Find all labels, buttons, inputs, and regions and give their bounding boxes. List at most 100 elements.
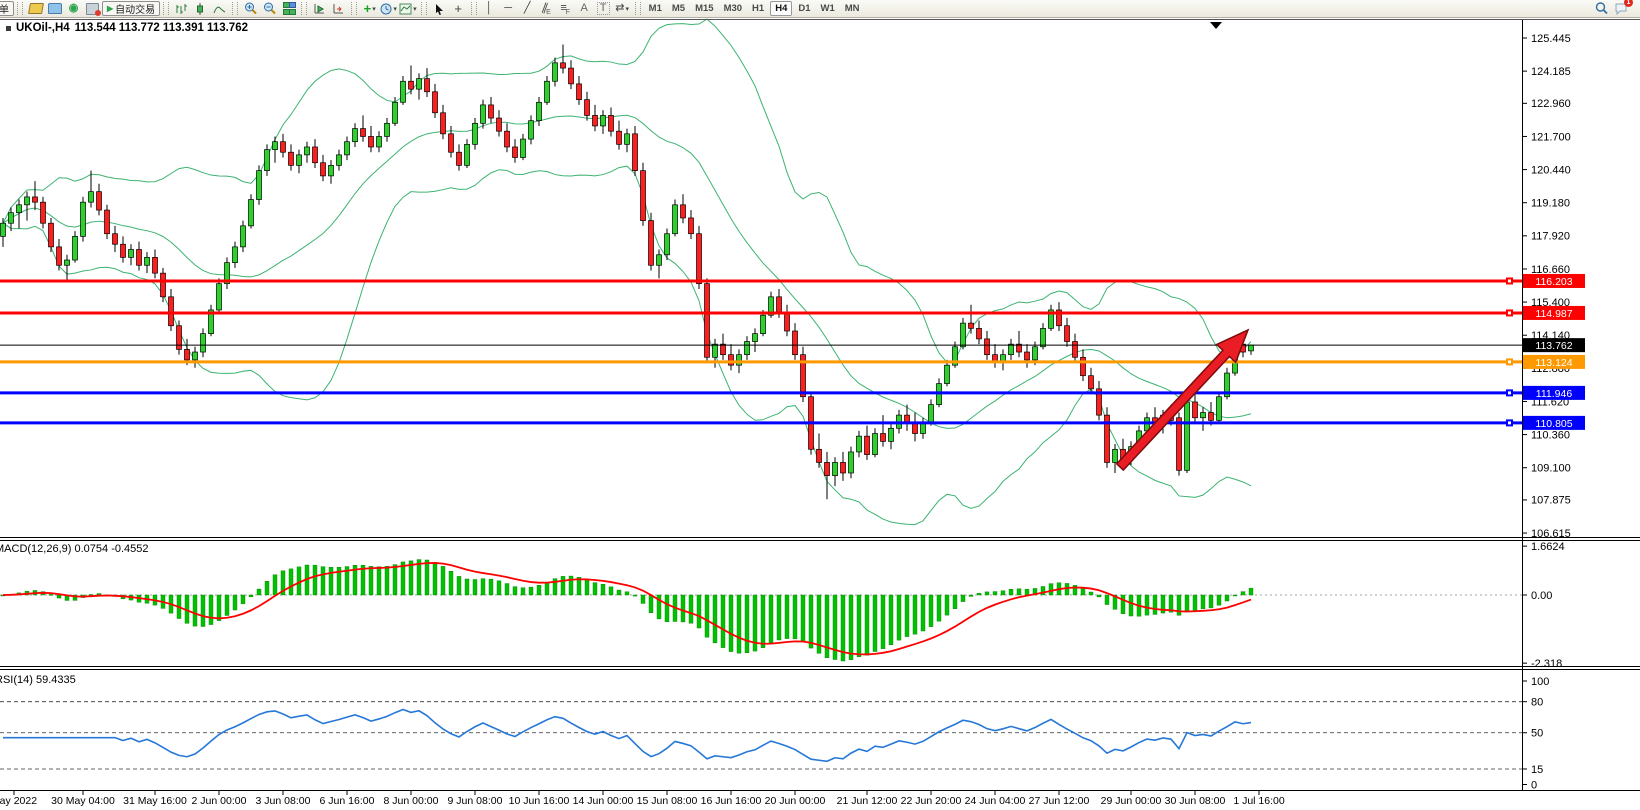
- tile-windows-icon: [283, 2, 297, 15]
- macd-histogram-bar: [1104, 594, 1110, 605]
- timeframe-h1-button[interactable]: H1: [752, 3, 765, 14]
- macd-histogram-bar: [1128, 594, 1134, 617]
- macd-histogram-bar: [840, 594, 846, 662]
- candle-down: [1056, 309, 1062, 327]
- chart-shift-button[interactable]: [330, 1, 347, 16]
- toolbar-grip[interactable]: [420, 2, 427, 15]
- macd-axis[interactable]: 1.6624 0.00 -2.318: [1522, 541, 1565, 670]
- macd-histogram-bar: [1016, 588, 1022, 596]
- macd-histogram-bar: [352, 565, 358, 596]
- timeframe-h4-button[interactable]: H4: [770, 1, 793, 16]
- crosshair-tool-button[interactable]: +: [450, 1, 467, 16]
- market-watch-icon: [27, 3, 44, 14]
- bar-chart-button[interactable]: [173, 1, 190, 16]
- price-badge-label: 114.987: [1535, 308, 1572, 320]
- macd-histogram-bar: [1008, 589, 1014, 596]
- macd-histogram-bar: [944, 594, 950, 616]
- macd-histogram-bar: [768, 594, 774, 644]
- macd-histogram-bar: [416, 559, 422, 596]
- timeframe-d1-button[interactable]: D1: [798, 3, 811, 14]
- timeframe-m30-button[interactable]: M30: [723, 3, 743, 14]
- cursor-tool-button[interactable]: [431, 1, 448, 16]
- chat-unread-badge: 1: [1624, 0, 1633, 7]
- candle-up: [1184, 401, 1190, 471]
- toolbar-grip[interactable]: [301, 2, 308, 15]
- candle-down: [912, 422, 918, 434]
- trend-arrow[interactable]: [1115, 328, 1250, 472]
- toolbar-grip[interactable]: [232, 2, 239, 15]
- timeframe-m15-button[interactable]: M15: [695, 3, 714, 14]
- fibonacci-tool-button[interactable]: ≡ F: [560, 2, 571, 17]
- time-axis-label: May 2022: [0, 795, 37, 807]
- auto-scroll-button[interactable]: [311, 1, 328, 16]
- macd-histogram-bar: [744, 594, 750, 653]
- time-axis[interactable]: May 2022 30 May 04:00 31 May 16:00 2 Jun 00…: [0, 791, 1285, 807]
- line-chart-button[interactable]: [211, 1, 228, 16]
- hline-tool-button[interactable]: ─: [500, 1, 517, 16]
- candle-up: [296, 154, 302, 166]
- macd-histogram-bar: [1024, 588, 1030, 596]
- vline-tool-button[interactable]: │: [481, 1, 498, 16]
- macd-histogram-bar: [888, 594, 894, 645]
- fibonacci-icon: ≡: [560, 2, 567, 14]
- market-watch-button[interactable]: [27, 1, 44, 16]
- text-tool-button[interactable]: A: [576, 1, 593, 16]
- templates-button[interactable]: ▾: [399, 1, 417, 16]
- candle-up: [192, 351, 198, 361]
- macd-histogram-bar: [912, 594, 918, 635]
- chevron-down-icon: ▾: [413, 5, 417, 13]
- candle-down: [40, 201, 46, 224]
- toolbar-grip[interactable]: [163, 2, 170, 15]
- candle-down: [456, 151, 462, 166]
- time-axis-label: 24 Jun 04:00: [965, 795, 1026, 807]
- macd-histogram-bar: [824, 594, 830, 658]
- new-order-button[interactable]: 单: [0, 1, 14, 16]
- toolbar-grip[interactable]: [634, 2, 641, 15]
- rsi-axis[interactable]: 100 80 50 15 0: [1522, 676, 1549, 792]
- macd-histogram-bar: [1120, 594, 1126, 615]
- channel-tool-button[interactable]: ∥ E: [539, 1, 551, 16]
- zoom-out-button[interactable]: [261, 1, 278, 16]
- chat-button[interactable]: 1: [1612, 0, 1633, 16]
- candle-down: [512, 146, 518, 158]
- chart-shift-marker[interactable]: [1210, 22, 1222, 29]
- trendline-tool-button[interactable]: ╱: [519, 1, 536, 16]
- macd-histogram-bar: [1040, 586, 1046, 596]
- panel-frames: [0, 19, 1640, 791]
- chevron-down-icon: ▾: [393, 5, 397, 13]
- rsi-axis-label: 80: [1531, 697, 1543, 709]
- macd-histogram-bar: [728, 594, 734, 652]
- candle-down: [824, 462, 830, 476]
- toolbar-grip[interactable]: [470, 2, 477, 15]
- indicators-button[interactable]: + ▾: [361, 1, 378, 16]
- periods-button[interactable]: ▾: [380, 1, 397, 16]
- macd-histogram-bar: [1240, 591, 1246, 596]
- candle-up: [736, 354, 742, 366]
- data-window-button[interactable]: [46, 1, 63, 16]
- timeframe-mn-button[interactable]: MN: [844, 3, 860, 14]
- macd-histogram-bar: [320, 566, 326, 596]
- autotrade-button[interactable]: ▶ 自动交易: [102, 1, 161, 16]
- candle-down: [32, 196, 38, 203]
- arrows-tool-button[interactable]: ⇄ ▾: [614, 1, 631, 16]
- macd-histogram-bar: [848, 594, 854, 660]
- terminal-button[interactable]: [84, 1, 101, 16]
- candle-up: [712, 343, 718, 358]
- timeframe-m1-button[interactable]: M1: [648, 3, 662, 14]
- toolbar-grip[interactable]: [17, 2, 23, 15]
- strategy-tester-button[interactable]: ◉: [65, 1, 82, 16]
- tile-windows-button[interactable]: [280, 1, 297, 16]
- candle-down: [880, 433, 886, 442]
- candle-down: [288, 151, 294, 166]
- toolbar-grip[interactable]: [351, 2, 358, 15]
- timeframe-m5-button[interactable]: M5: [671, 3, 686, 14]
- search-button[interactable]: [1593, 1, 1610, 16]
- candlestick-chart-button[interactable]: [192, 1, 209, 16]
- zoom-in-button[interactable]: [242, 1, 259, 16]
- signal-icon: ◉: [68, 2, 79, 14]
- text-label-tool-button[interactable]: T: [595, 1, 612, 16]
- time-axis-label: 22 Jun 20:00: [901, 795, 962, 807]
- timeframe-w1-button[interactable]: W1: [820, 3, 835, 14]
- main-toolbar: 单 ◉ ▶ 自动交易 + ▾ ▾: [0, 0, 1640, 18]
